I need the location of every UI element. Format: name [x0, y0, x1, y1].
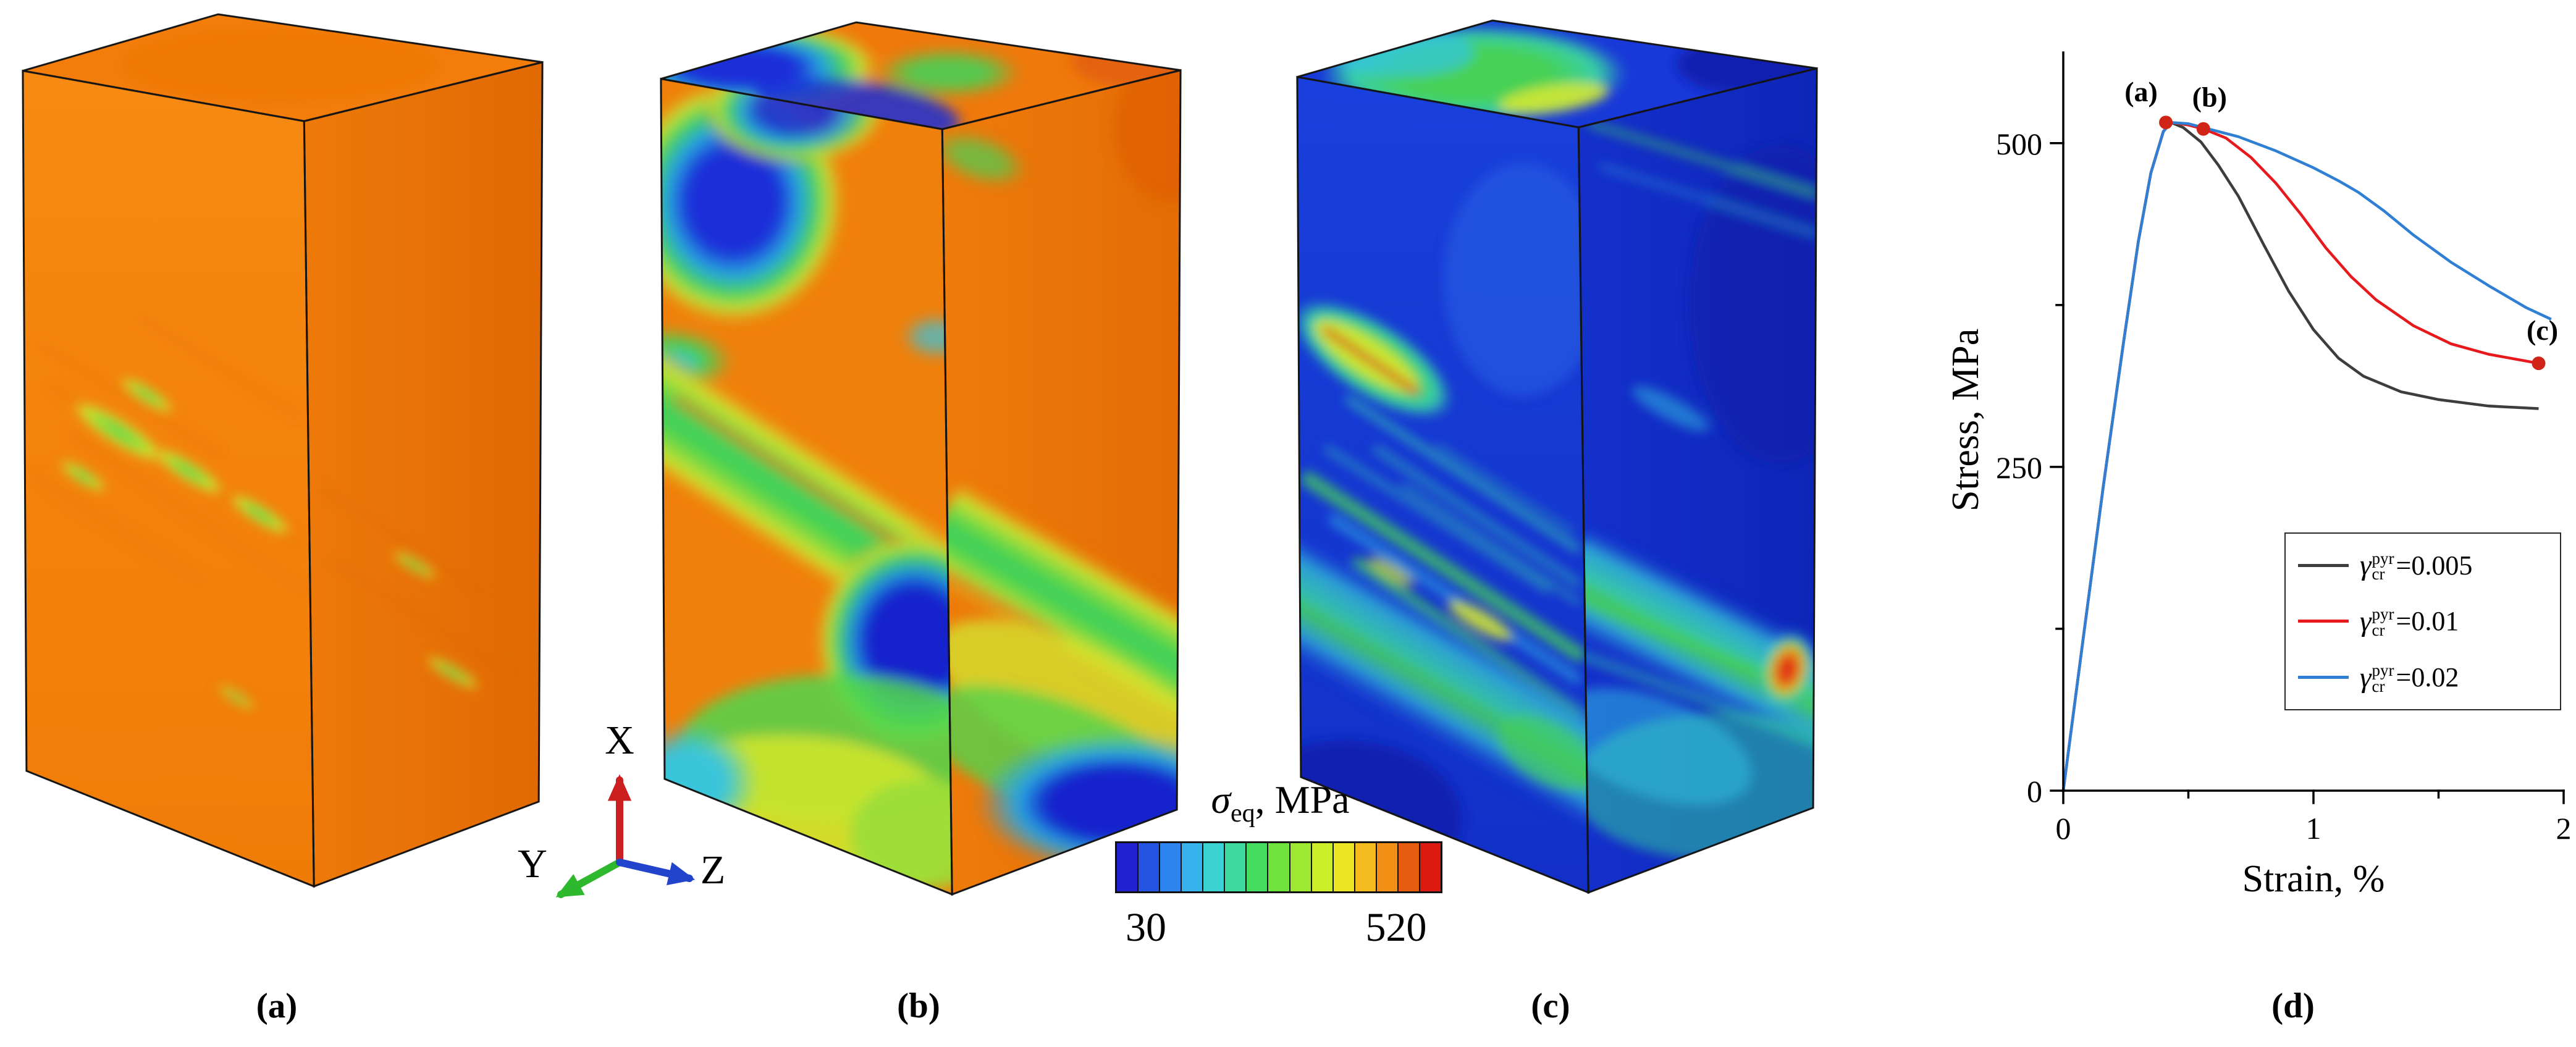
curve-marker	[2532, 356, 2546, 371]
chart-x-axis-title: Strain, %	[2242, 858, 2385, 900]
coordinate-triad: X Y Z	[518, 721, 725, 898]
specimen-a-right-face	[304, 62, 543, 886]
legend-item: γ pyr cr =0.005	[2298, 549, 2548, 582]
specimen-a-contour	[22, 13, 544, 888]
stress-strain-chart: 0 1 2 0 250 500 (a) (b) (c)	[1996, 51, 2572, 846]
x-axis-label: X	[605, 721, 634, 763]
chart-y-axis-title: Stress, MPa	[1945, 328, 1987, 512]
legend-label: γ pyr cr =0.02	[2360, 661, 2459, 694]
gamma-symbol: γ	[2360, 661, 2372, 694]
z-axis-label: Z	[701, 847, 725, 893]
y-tick-label: 0	[2027, 774, 2042, 809]
curve-annotation: (c)	[2527, 314, 2558, 346]
colorbar-max-label: 520	[1365, 905, 1427, 950]
caption-b: (b)	[897, 986, 940, 1025]
gamma-symbol: γ	[2360, 549, 2372, 582]
series-line	[2061, 120, 2552, 791]
specimen-b-right-face	[942, 70, 1181, 894]
curve-marker	[2159, 116, 2173, 130]
caption-a: (a)	[256, 986, 298, 1025]
colorbar-title: σeq, MPa	[1106, 777, 1455, 828]
x-tick-label: 2	[2556, 811, 2572, 846]
specimen-b-contour	[660, 21, 1182, 896]
caption-d: (d)	[2271, 986, 2315, 1025]
gamma-sub-sup: pyr cr	[2372, 661, 2394, 696]
gamma-symbol: γ	[2360, 605, 2372, 637]
x-tick-label: 0	[2056, 811, 2071, 846]
legend-value: =0.01	[2396, 606, 2459, 637]
legend-line-swatch	[2298, 676, 2349, 679]
curve-annotation: (b)	[2192, 82, 2227, 113]
curve-marker	[2196, 122, 2210, 136]
caption-c: (c)	[1531, 986, 1570, 1025]
gamma-sub-sup: pyr cr	[2372, 605, 2394, 639]
legend-item: γ pyr cr =0.02	[2298, 661, 2548, 694]
specimen-c-right-face	[1578, 68, 1817, 893]
legend-line-swatch	[2298, 620, 2349, 623]
specimen-c-left-face	[1297, 77, 1589, 893]
legend-line-swatch	[2298, 563, 2349, 567]
gamma-sub-sup: pyr cr	[2372, 549, 2394, 584]
specimen-a-left-face	[22, 70, 314, 886]
specimen-b-left-face	[660, 78, 953, 894]
sigma-symbol: σ	[1211, 778, 1231, 822]
y-axis-arrow	[555, 859, 623, 898]
sigma-subscript: eq	[1231, 799, 1255, 828]
legend-label: γ pyr cr =0.01	[2360, 605, 2459, 638]
legend-label: γ pyr cr =0.005	[2360, 549, 2472, 582]
colorbar-min-label: 30	[1126, 905, 1166, 950]
colorbar-gradient	[1115, 841, 1442, 893]
chart-legend: γ pyr cr =0.005 γ pyr cr =0.01 γ pyr cr =0.02	[2284, 532, 2561, 710]
curve-annotation: (a)	[2124, 76, 2158, 107]
specimen-c-edges	[1296, 19, 1818, 894]
colorbar: σeq, MPa 30 520	[1106, 777, 1455, 981]
y-axis-label: Y	[518, 841, 547, 886]
legend-value: =0.02	[2396, 662, 2459, 693]
specimen-a-top-face	[22, 14, 543, 122]
x-tick-label: 1	[2306, 811, 2321, 846]
specimen-b-edges	[660, 21, 1182, 896]
y-tick-label: 250	[1996, 450, 2042, 485]
specimen-c-contour	[1296, 19, 1818, 894]
y-tick-label: 500	[1996, 127, 2042, 161]
z-axis-arrow	[616, 859, 696, 886]
legend-value: =0.005	[2396, 550, 2473, 581]
legend-item: γ pyr cr =0.01	[2298, 605, 2548, 638]
specimen-a-edges	[22, 13, 544, 888]
colorbar-units: , MPa	[1255, 778, 1350, 822]
